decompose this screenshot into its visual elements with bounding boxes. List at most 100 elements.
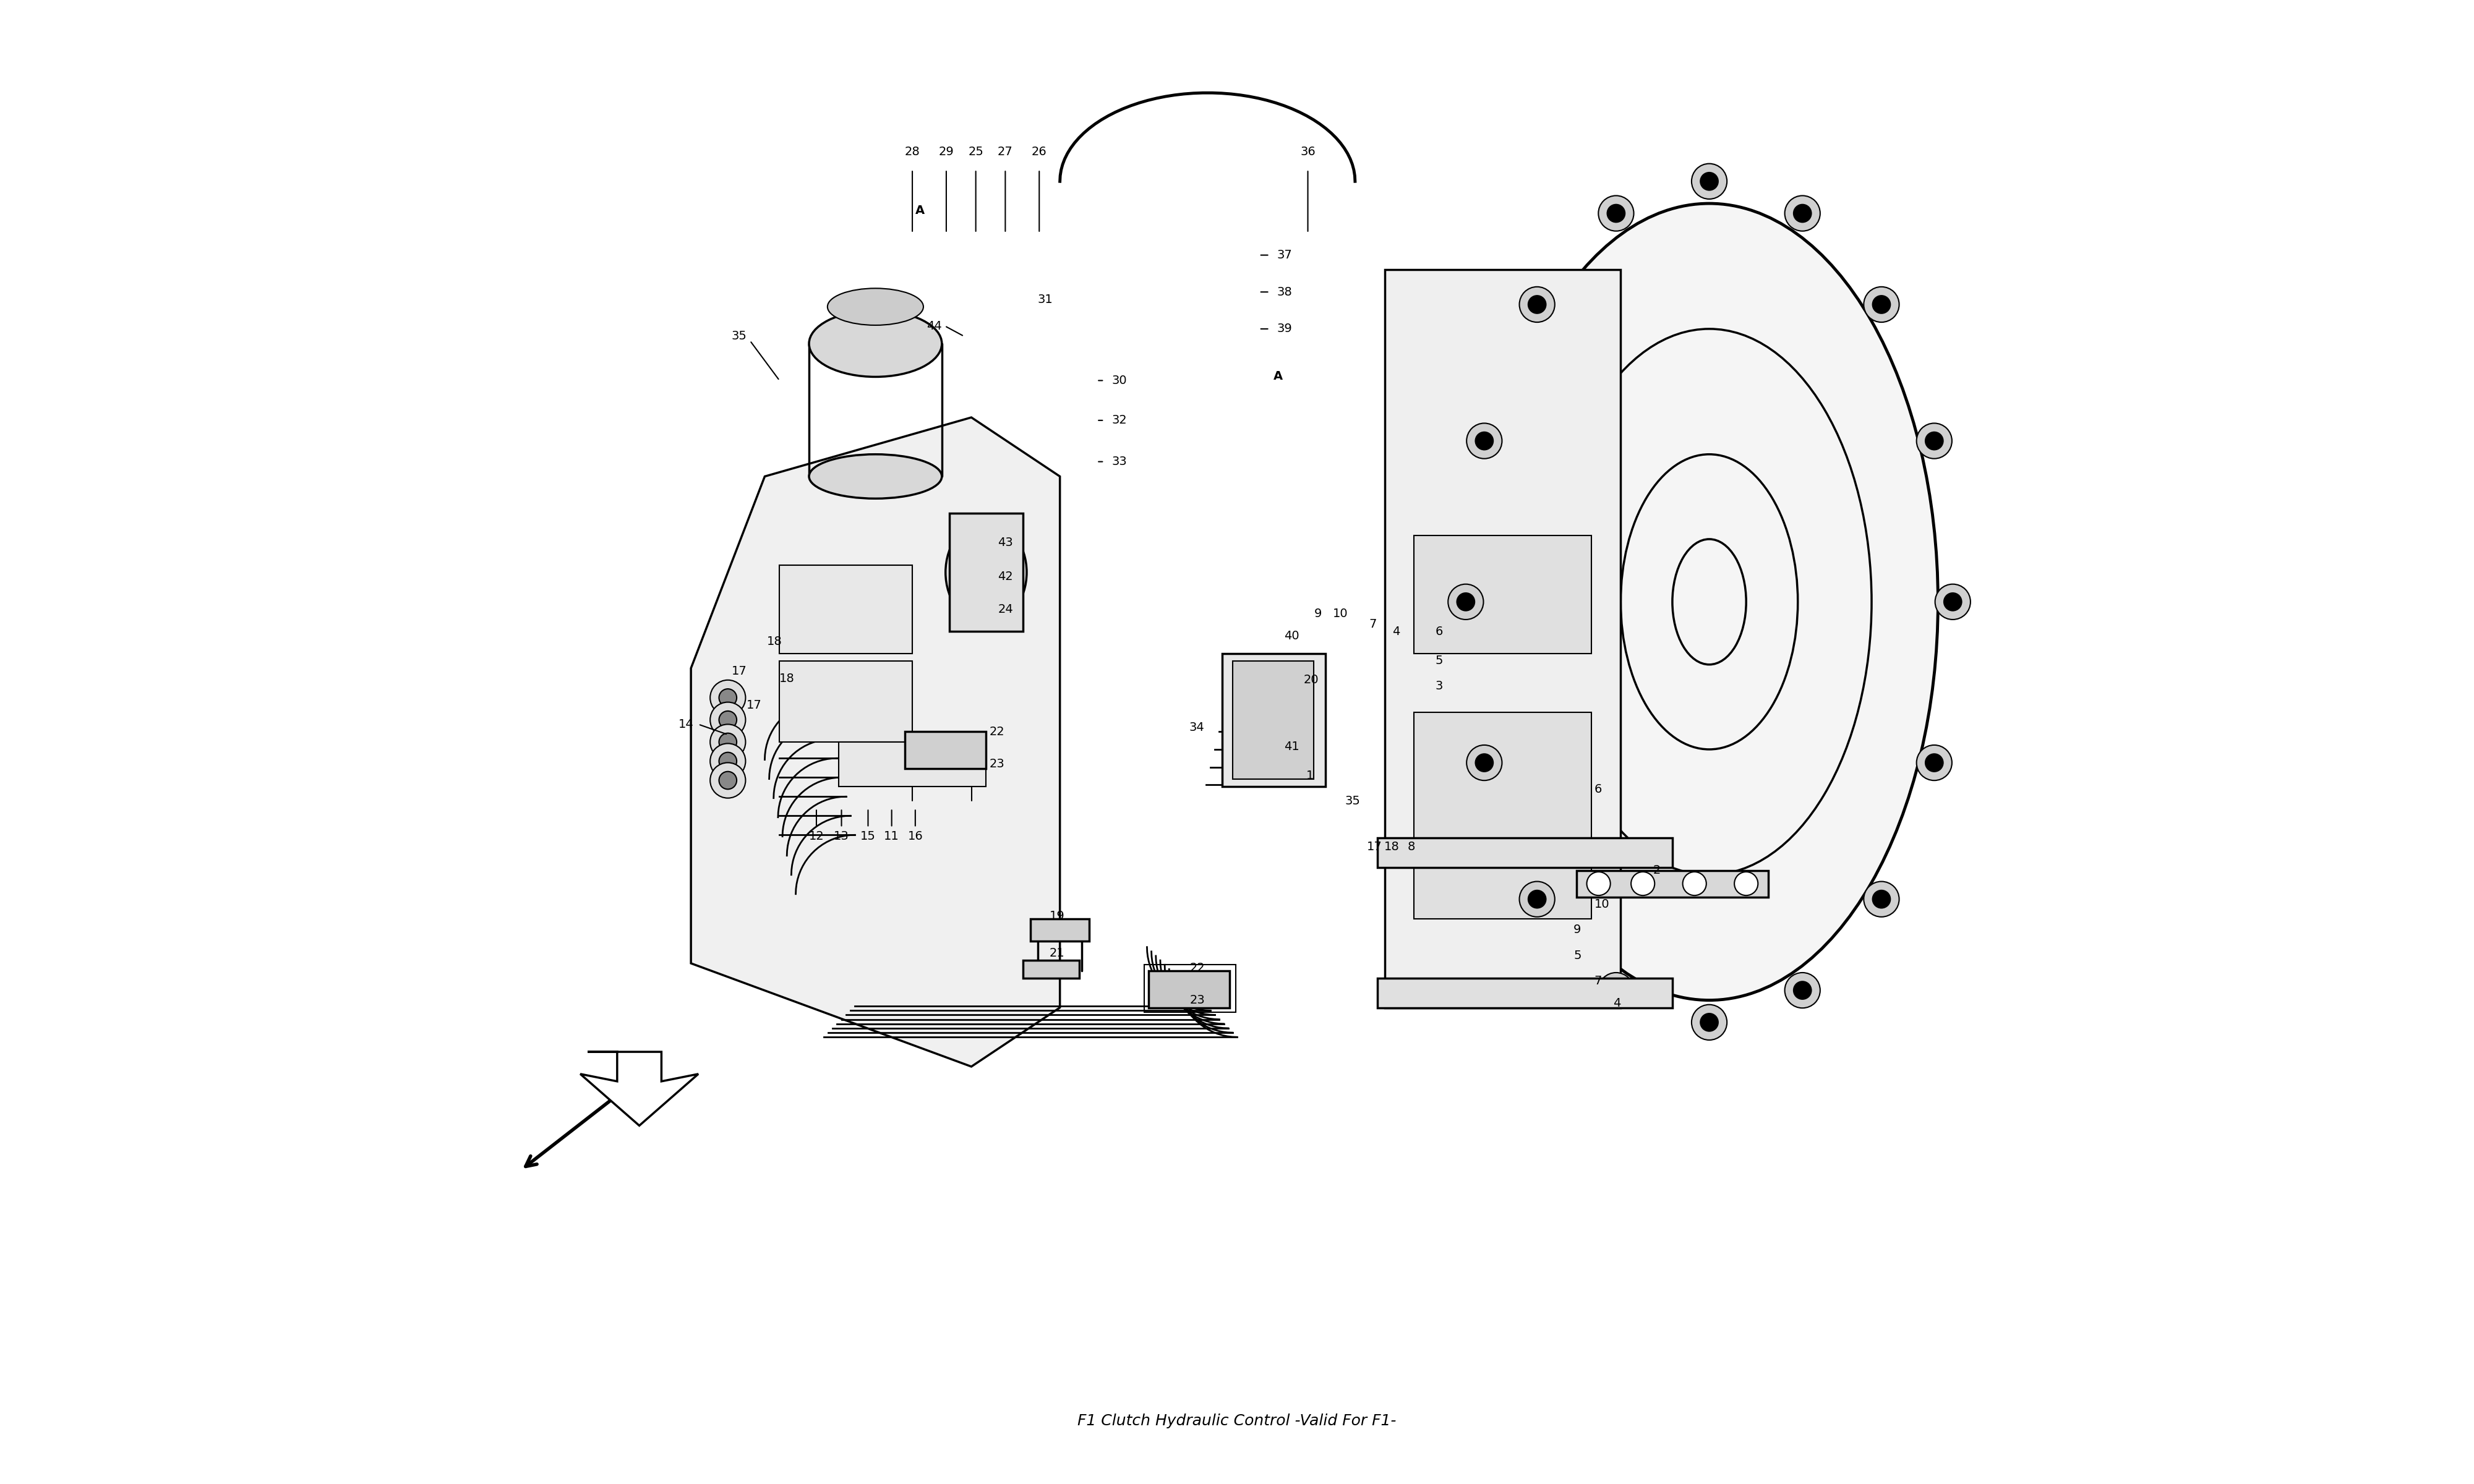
Text: 9: 9 (1314, 608, 1321, 619)
Text: 42: 42 (997, 571, 1014, 583)
Circle shape (1457, 594, 1475, 611)
Text: 7: 7 (1593, 975, 1601, 987)
Circle shape (1784, 972, 1821, 1008)
Bar (1378, 978, 1672, 1008)
Text: 27: 27 (997, 145, 1012, 157)
Text: 20: 20 (1304, 674, 1319, 686)
Circle shape (710, 763, 745, 798)
Bar (779, 660, 913, 742)
Text: 44: 44 (928, 321, 943, 332)
Text: 39: 39 (1277, 324, 1291, 335)
Text: 14: 14 (678, 718, 693, 730)
Circle shape (720, 772, 737, 789)
Circle shape (1917, 745, 1952, 781)
Text: A: A (1274, 370, 1284, 381)
Text: 38: 38 (1277, 286, 1291, 298)
Text: 33: 33 (1111, 456, 1126, 467)
Circle shape (720, 689, 737, 706)
Text: 43: 43 (997, 537, 1014, 549)
Text: 35: 35 (732, 331, 747, 343)
Bar (1232, 660, 1314, 779)
Circle shape (720, 711, 737, 729)
Bar (1024, 960, 1079, 978)
Text: 41: 41 (1284, 741, 1299, 752)
Circle shape (1935, 585, 1969, 619)
Text: 37: 37 (1277, 249, 1291, 261)
Circle shape (1794, 981, 1811, 999)
Bar (1415, 712, 1591, 919)
Text: 34: 34 (1190, 721, 1205, 733)
Text: F1 Clutch Hydraulic Control -Valid For F1-: F1 Clutch Hydraulic Control -Valid For F… (1079, 1413, 1395, 1428)
Text: 13: 13 (834, 831, 849, 843)
Bar (779, 565, 913, 653)
Text: A: A (915, 205, 925, 217)
Text: 25: 25 (967, 145, 985, 157)
Text: 26: 26 (1032, 145, 1047, 157)
Bar (1378, 838, 1672, 868)
Circle shape (1925, 754, 1942, 772)
Text: 29: 29 (938, 145, 955, 157)
Text: 19: 19 (1049, 910, 1064, 922)
Bar (905, 732, 987, 769)
Circle shape (720, 733, 737, 751)
Text: 2: 2 (1653, 865, 1660, 876)
Ellipse shape (826, 288, 923, 325)
Circle shape (1945, 594, 1962, 611)
Text: 32: 32 (1111, 414, 1126, 426)
Circle shape (1598, 196, 1633, 232)
Ellipse shape (945, 521, 1027, 623)
Text: 40: 40 (1284, 629, 1299, 641)
Ellipse shape (1479, 203, 1937, 1000)
Text: 10: 10 (1593, 898, 1611, 910)
Text: 6: 6 (1435, 625, 1442, 637)
Circle shape (1598, 972, 1633, 1008)
Bar (1029, 919, 1089, 941)
Text: 35: 35 (1346, 795, 1361, 807)
Text: 11: 11 (883, 831, 901, 843)
Circle shape (710, 702, 745, 738)
Circle shape (1734, 871, 1759, 895)
Circle shape (1519, 881, 1554, 917)
Bar (950, 513, 1024, 631)
Text: 36: 36 (1301, 145, 1316, 157)
Text: 1: 1 (1306, 770, 1314, 782)
Text: 4: 4 (1393, 625, 1400, 637)
Circle shape (1608, 205, 1625, 223)
Circle shape (1682, 871, 1707, 895)
Text: 28: 28 (905, 145, 920, 157)
Text: 16: 16 (908, 831, 923, 843)
Bar (839, 742, 987, 787)
Circle shape (1447, 585, 1484, 619)
Circle shape (1630, 871, 1655, 895)
Text: 17: 17 (1366, 841, 1383, 853)
Circle shape (1917, 423, 1952, 459)
Bar (1576, 870, 1769, 896)
Circle shape (1863, 286, 1900, 322)
Bar (1385, 270, 1620, 1008)
Text: 5: 5 (1435, 654, 1442, 666)
Circle shape (1863, 881, 1900, 917)
Ellipse shape (809, 454, 943, 499)
Text: 18: 18 (1385, 841, 1400, 853)
Text: 30: 30 (1111, 374, 1126, 386)
Text: 5: 5 (1573, 950, 1581, 962)
Text: 15: 15 (861, 831, 876, 843)
Circle shape (1529, 890, 1546, 908)
Text: 12: 12 (809, 831, 824, 843)
Text: 18: 18 (767, 635, 782, 647)
Text: 4: 4 (1613, 997, 1620, 1009)
Text: 3: 3 (1435, 680, 1442, 692)
Text: 22: 22 (990, 726, 1004, 738)
Polygon shape (690, 417, 1059, 1067)
Text: 9: 9 (1573, 923, 1581, 935)
Bar (1148, 971, 1230, 1008)
Circle shape (1529, 295, 1546, 313)
Circle shape (1475, 754, 1494, 772)
Circle shape (1519, 286, 1554, 322)
Circle shape (1586, 871, 1611, 895)
Text: 7: 7 (1368, 619, 1376, 629)
Circle shape (1475, 432, 1494, 450)
Circle shape (1784, 196, 1821, 232)
Text: 17: 17 (732, 665, 747, 677)
Circle shape (1700, 1014, 1717, 1031)
